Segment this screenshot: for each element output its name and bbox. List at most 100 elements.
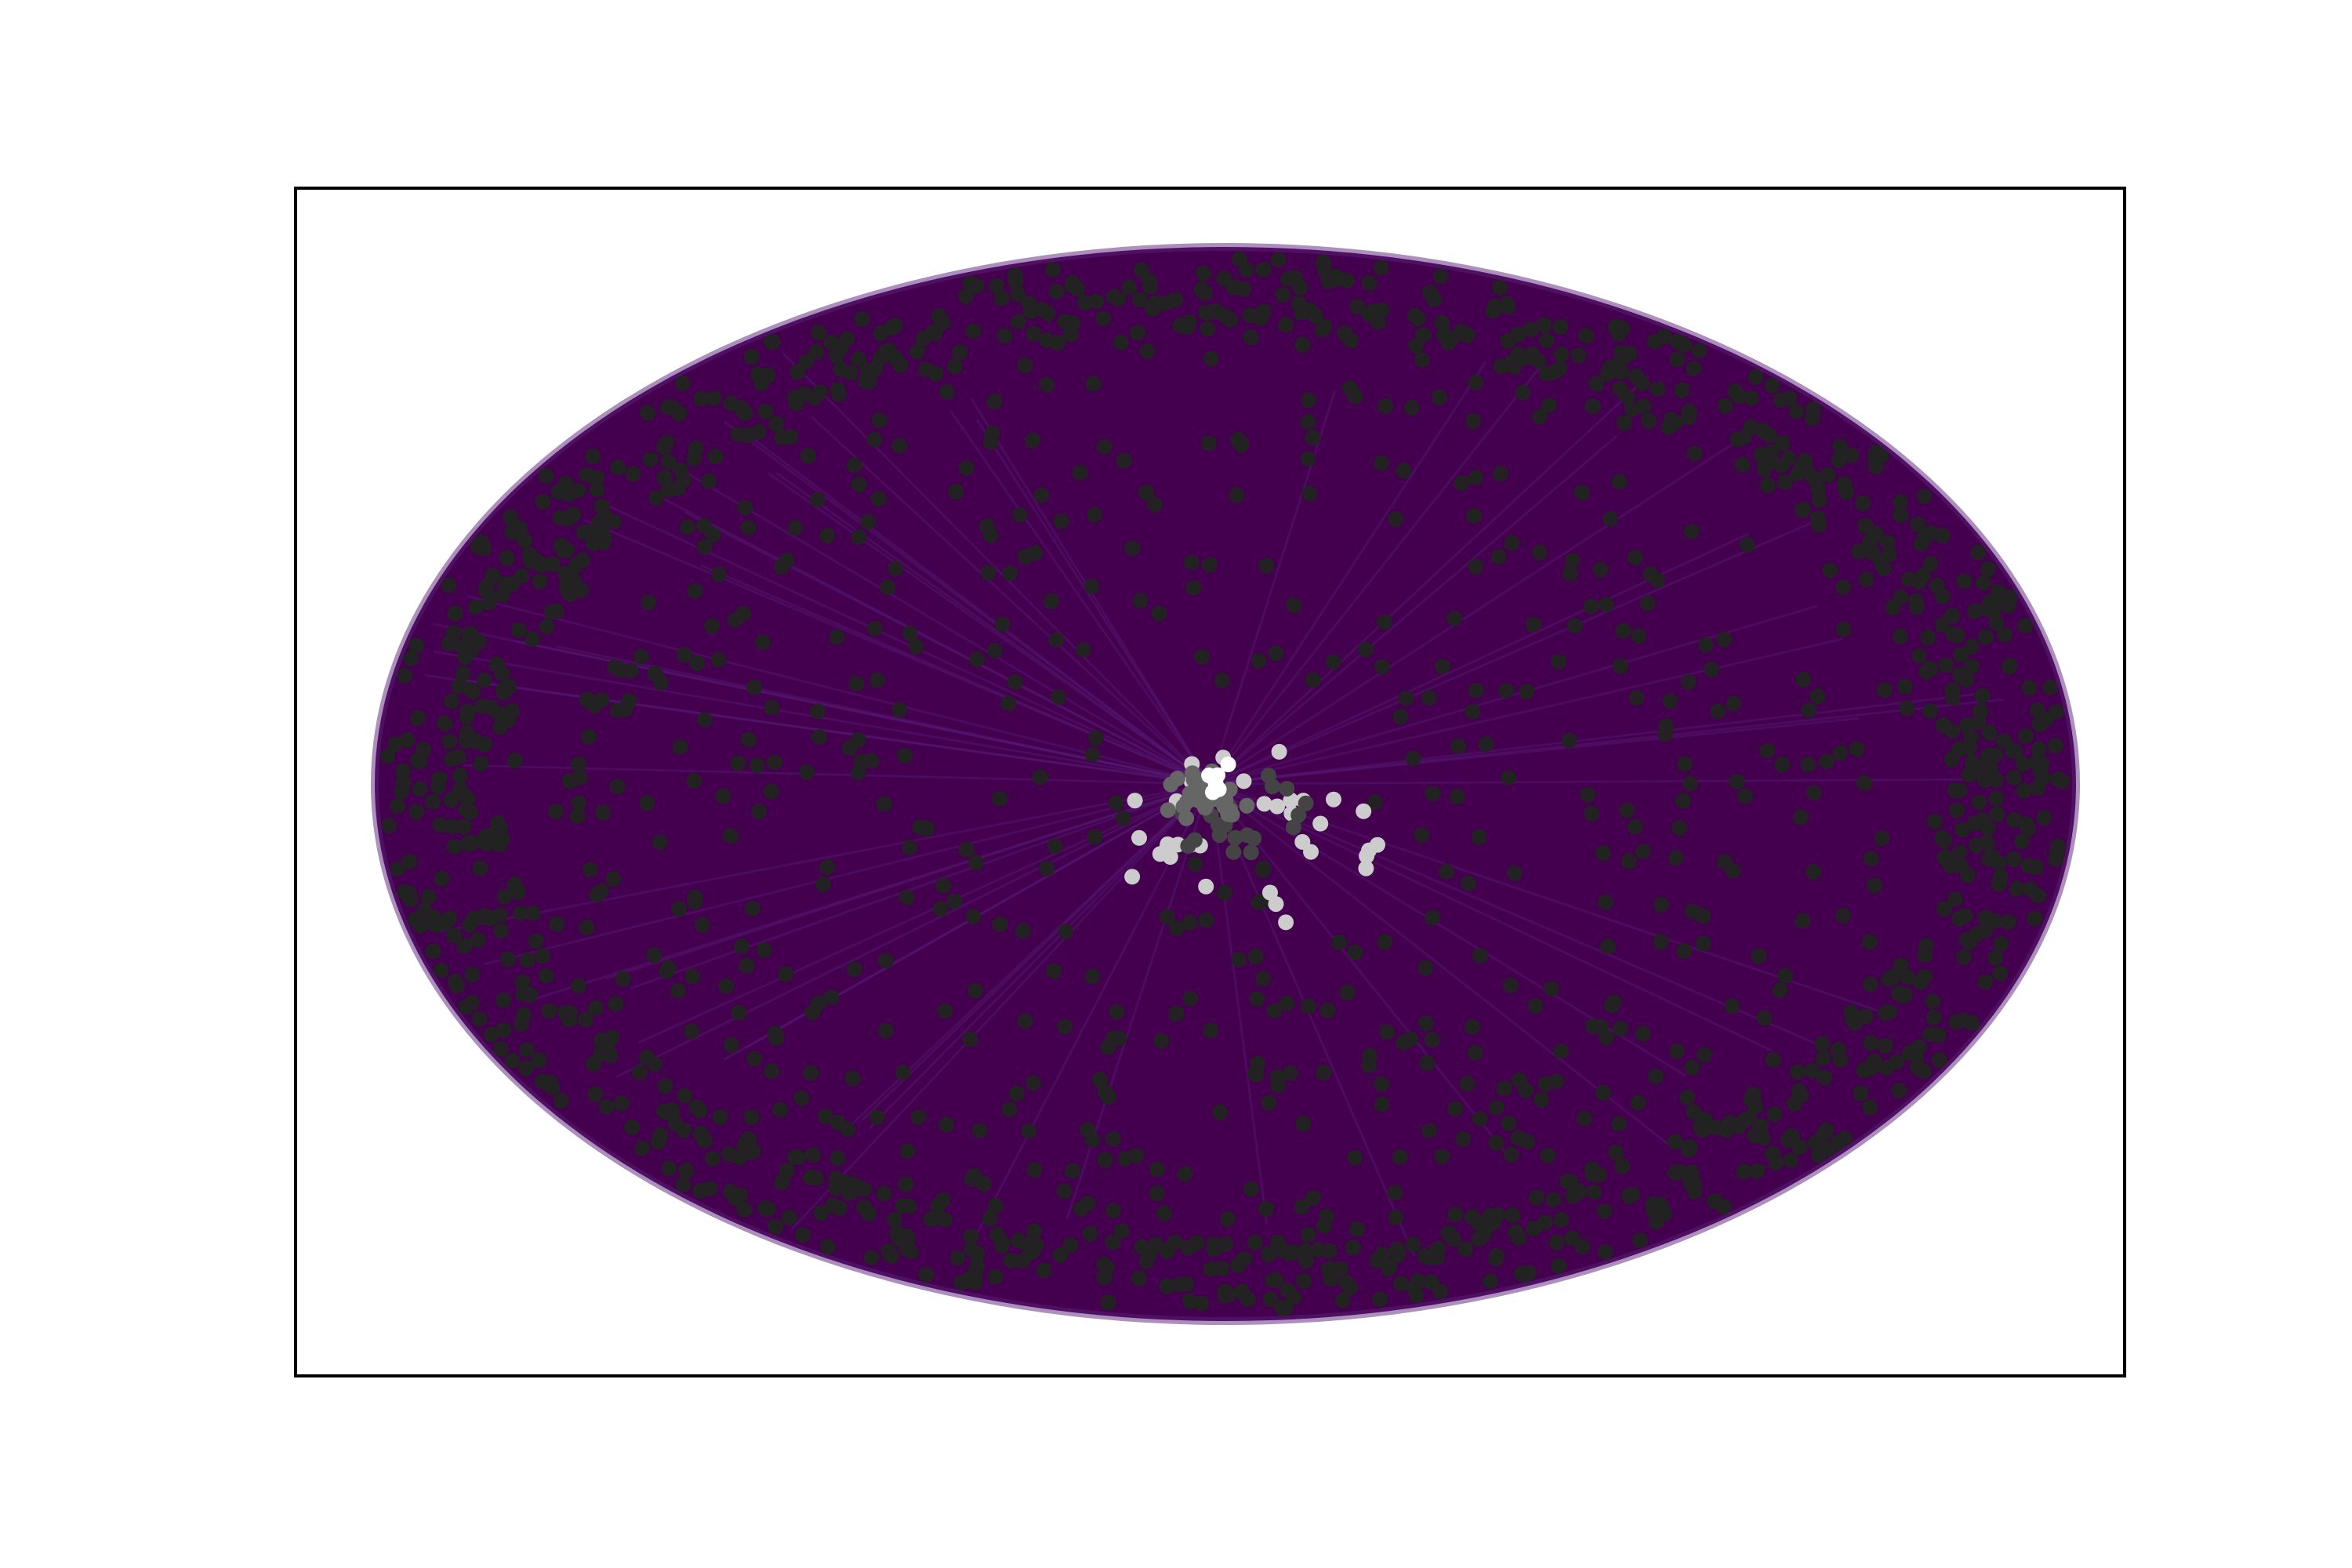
node-peripheral [593, 498, 610, 514]
node-peripheral [1113, 1223, 1130, 1240]
node-peripheral [585, 448, 601, 465]
node-peripheral [447, 974, 463, 989]
node-peripheral [892, 357, 909, 373]
edge-line [1209, 698, 2004, 786]
node-peripheral [660, 481, 677, 498]
node-peripheral [1203, 1022, 1219, 1039]
edge-line [1208, 783, 1506, 1153]
node-core-dark [1227, 829, 1243, 846]
node-peripheral [1675, 942, 1692, 959]
node-peripheral [532, 573, 548, 590]
node-ring-light [1127, 793, 1143, 809]
node-peripheral [1743, 390, 1759, 406]
node-peripheral [541, 1003, 557, 1019]
node-peripheral [582, 862, 598, 878]
node-peripheral [570, 978, 586, 994]
node-peripheral [863, 753, 880, 769]
node-peripheral [1426, 291, 1443, 307]
node-peripheral [1255, 971, 1271, 987]
node-peripheral [2031, 717, 2048, 732]
node-peripheral [1632, 1232, 1648, 1249]
node-peripheral [1200, 321, 1216, 337]
node-peripheral [1498, 296, 1515, 312]
node-peripheral [1377, 397, 1394, 414]
node-peripheral [815, 876, 831, 892]
node-peripheral [1247, 1234, 1263, 1250]
node-peripheral [425, 793, 441, 810]
node-peripheral [1008, 1085, 1025, 1102]
node-peripheral [1417, 960, 1434, 976]
node-peripheral [1088, 730, 1105, 746]
node-peripheral [1531, 408, 1548, 425]
node-peripheral [1627, 818, 1643, 835]
node-peripheral [568, 557, 584, 573]
node-peripheral [2018, 728, 2034, 744]
node-peripheral [578, 1011, 594, 1028]
node-peripheral [866, 431, 883, 448]
node-peripheral [963, 1229, 979, 1245]
node-peripheral [1925, 993, 1941, 1010]
node-peripheral [1455, 1131, 1472, 1147]
node-peripheral [1599, 365, 1616, 382]
node-peripheral [660, 454, 677, 470]
node-peripheral [948, 484, 964, 500]
node-peripheral [1044, 262, 1061, 278]
node-peripheral [1976, 575, 1991, 591]
edge-line [1208, 375, 1650, 786]
node-ring-light [1370, 837, 1385, 853]
node-peripheral [876, 1185, 892, 1202]
node-peripheral [1955, 1012, 1971, 1029]
node-peripheral [1403, 1031, 1419, 1047]
node-peripheral [1648, 1214, 1664, 1230]
node-peripheral [510, 884, 526, 900]
node-peripheral [1525, 616, 1541, 633]
node-peripheral [846, 961, 862, 978]
node-peripheral [1933, 829, 1950, 846]
node-peripheral [1951, 844, 1968, 861]
node-peripheral [1774, 434, 1790, 451]
node-peripheral [844, 1070, 861, 1087]
node-peripheral [1072, 464, 1088, 481]
node-peripheral [760, 367, 776, 383]
node-peripheral [1139, 343, 1155, 359]
node-peripheral [819, 528, 836, 544]
node-peripheral [1635, 1025, 1651, 1042]
node-peripheral [2020, 820, 2036, 837]
node-peripheral [1217, 1236, 1233, 1252]
node-peripheral [1300, 414, 1316, 430]
node-peripheral [962, 1031, 978, 1047]
node-peripheral [1835, 907, 1852, 924]
node-peripheral [1552, 318, 1569, 335]
node-peripheral [1992, 965, 2009, 982]
node-peripheral [923, 1210, 939, 1227]
node-peripheral [1748, 369, 1764, 385]
node-peripheral [991, 790, 1007, 807]
node-peripheral [1531, 544, 1548, 561]
node-peripheral [1879, 535, 1896, 551]
node-peripheral [723, 1036, 739, 1053]
node-peripheral [1856, 775, 1872, 791]
node-peripheral [648, 490, 665, 506]
node-peripheral [1503, 1146, 1519, 1163]
node-peripheral [1704, 662, 1720, 677]
node-peripheral [932, 901, 949, 917]
node-peripheral [514, 568, 530, 584]
node-peripheral [1795, 913, 1811, 929]
node-peripheral [1873, 448, 1889, 464]
node-peripheral [579, 920, 595, 936]
node-peripheral [1300, 451, 1316, 467]
node-peripheral [798, 354, 815, 370]
node-peripheral [1212, 1104, 1229, 1120]
node-peripheral [1460, 875, 1476, 891]
node-peripheral [705, 527, 721, 543]
node-peripheral [492, 836, 508, 852]
node-peripheral [938, 1116, 955, 1133]
node-peripheral [614, 1095, 630, 1111]
node-peripheral [984, 425, 1000, 441]
node-peripheral [718, 978, 734, 994]
node-peripheral [506, 753, 523, 769]
node-peripheral [1584, 805, 1600, 822]
node-core-dark [1285, 819, 1301, 836]
node-peripheral [610, 459, 626, 476]
node-peripheral [1084, 746, 1101, 763]
